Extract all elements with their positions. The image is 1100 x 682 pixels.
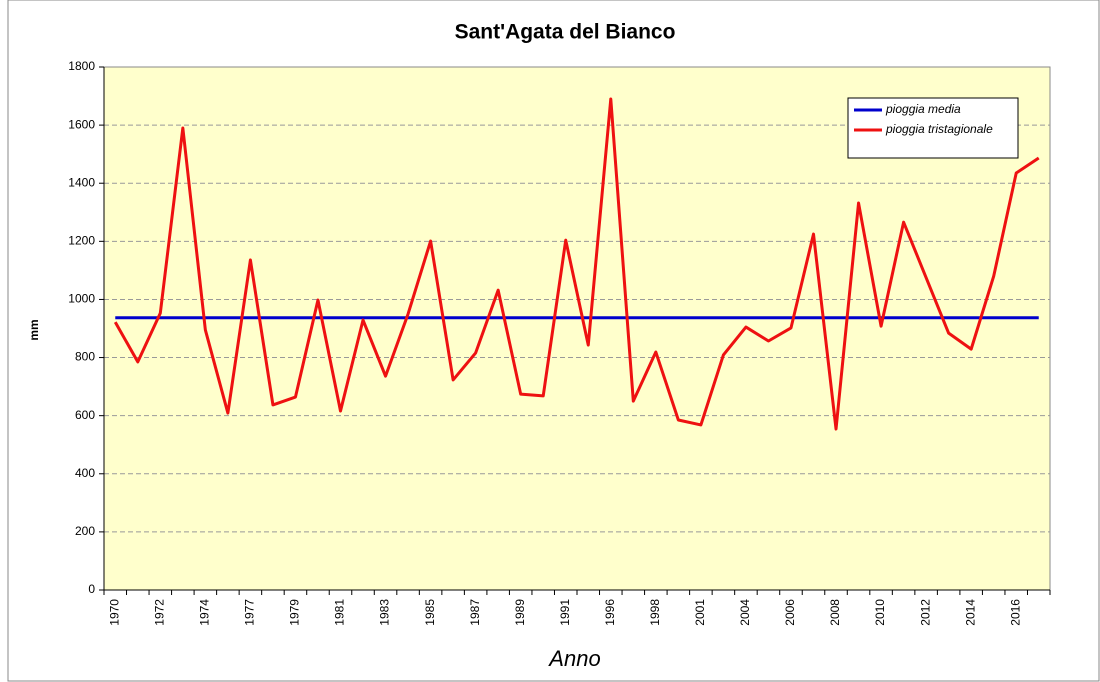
y-tick-label: 1400 — [68, 175, 95, 189]
x-tick-label: 2006 — [783, 599, 797, 626]
x-tick-label: 2012 — [918, 599, 932, 626]
x-tick-label: 1979 — [288, 599, 302, 626]
x-tick-label: 1985 — [423, 599, 437, 626]
x-tick-label: 2014 — [963, 599, 977, 626]
y-axis-label: mm — [27, 319, 41, 340]
y-tick-label: 1000 — [68, 292, 95, 306]
x-tick-label: 2010 — [873, 599, 887, 626]
x-tick-label: 1970 — [107, 599, 121, 626]
x-tick-label: 1983 — [378, 599, 392, 626]
x-tick-label: 1989 — [513, 599, 527, 626]
y-tick-label: 400 — [75, 466, 95, 480]
x-tick-label: 2001 — [693, 599, 707, 626]
y-tick-label: 800 — [75, 350, 95, 364]
x-tick-label: 2004 — [738, 599, 752, 626]
data-line — [113, 97, 1040, 431]
legend-label: pioggia media — [885, 102, 961, 116]
x-tick-label: 1972 — [152, 599, 166, 626]
y-tick-label: 1600 — [68, 117, 95, 131]
x-tick-label: 1991 — [558, 599, 572, 626]
y-tick-label: 1800 — [68, 59, 95, 73]
x-axis-label: Anno — [547, 646, 600, 671]
chart-title: Sant'Agata del Bianco — [455, 21, 676, 44]
x-tick-label: 1977 — [243, 599, 257, 626]
x-tick-label: 2016 — [1008, 599, 1022, 626]
y-tick-label: 200 — [75, 524, 95, 538]
y-tick-label: 0 — [88, 582, 95, 596]
x-tick-label: 1998 — [648, 599, 662, 626]
x-tick-label: 1987 — [468, 599, 482, 626]
y-tick-label: 1200 — [68, 234, 95, 248]
x-tick-label: 1974 — [198, 599, 212, 626]
x-tick-label: 2008 — [828, 599, 842, 626]
y-tick-label: 600 — [75, 408, 95, 422]
x-tick-label: 1981 — [333, 599, 347, 626]
x-tick-label: 1996 — [603, 599, 617, 626]
legend-label: pioggia tristagionale — [885, 122, 993, 136]
legend — [847, 97, 1019, 159]
